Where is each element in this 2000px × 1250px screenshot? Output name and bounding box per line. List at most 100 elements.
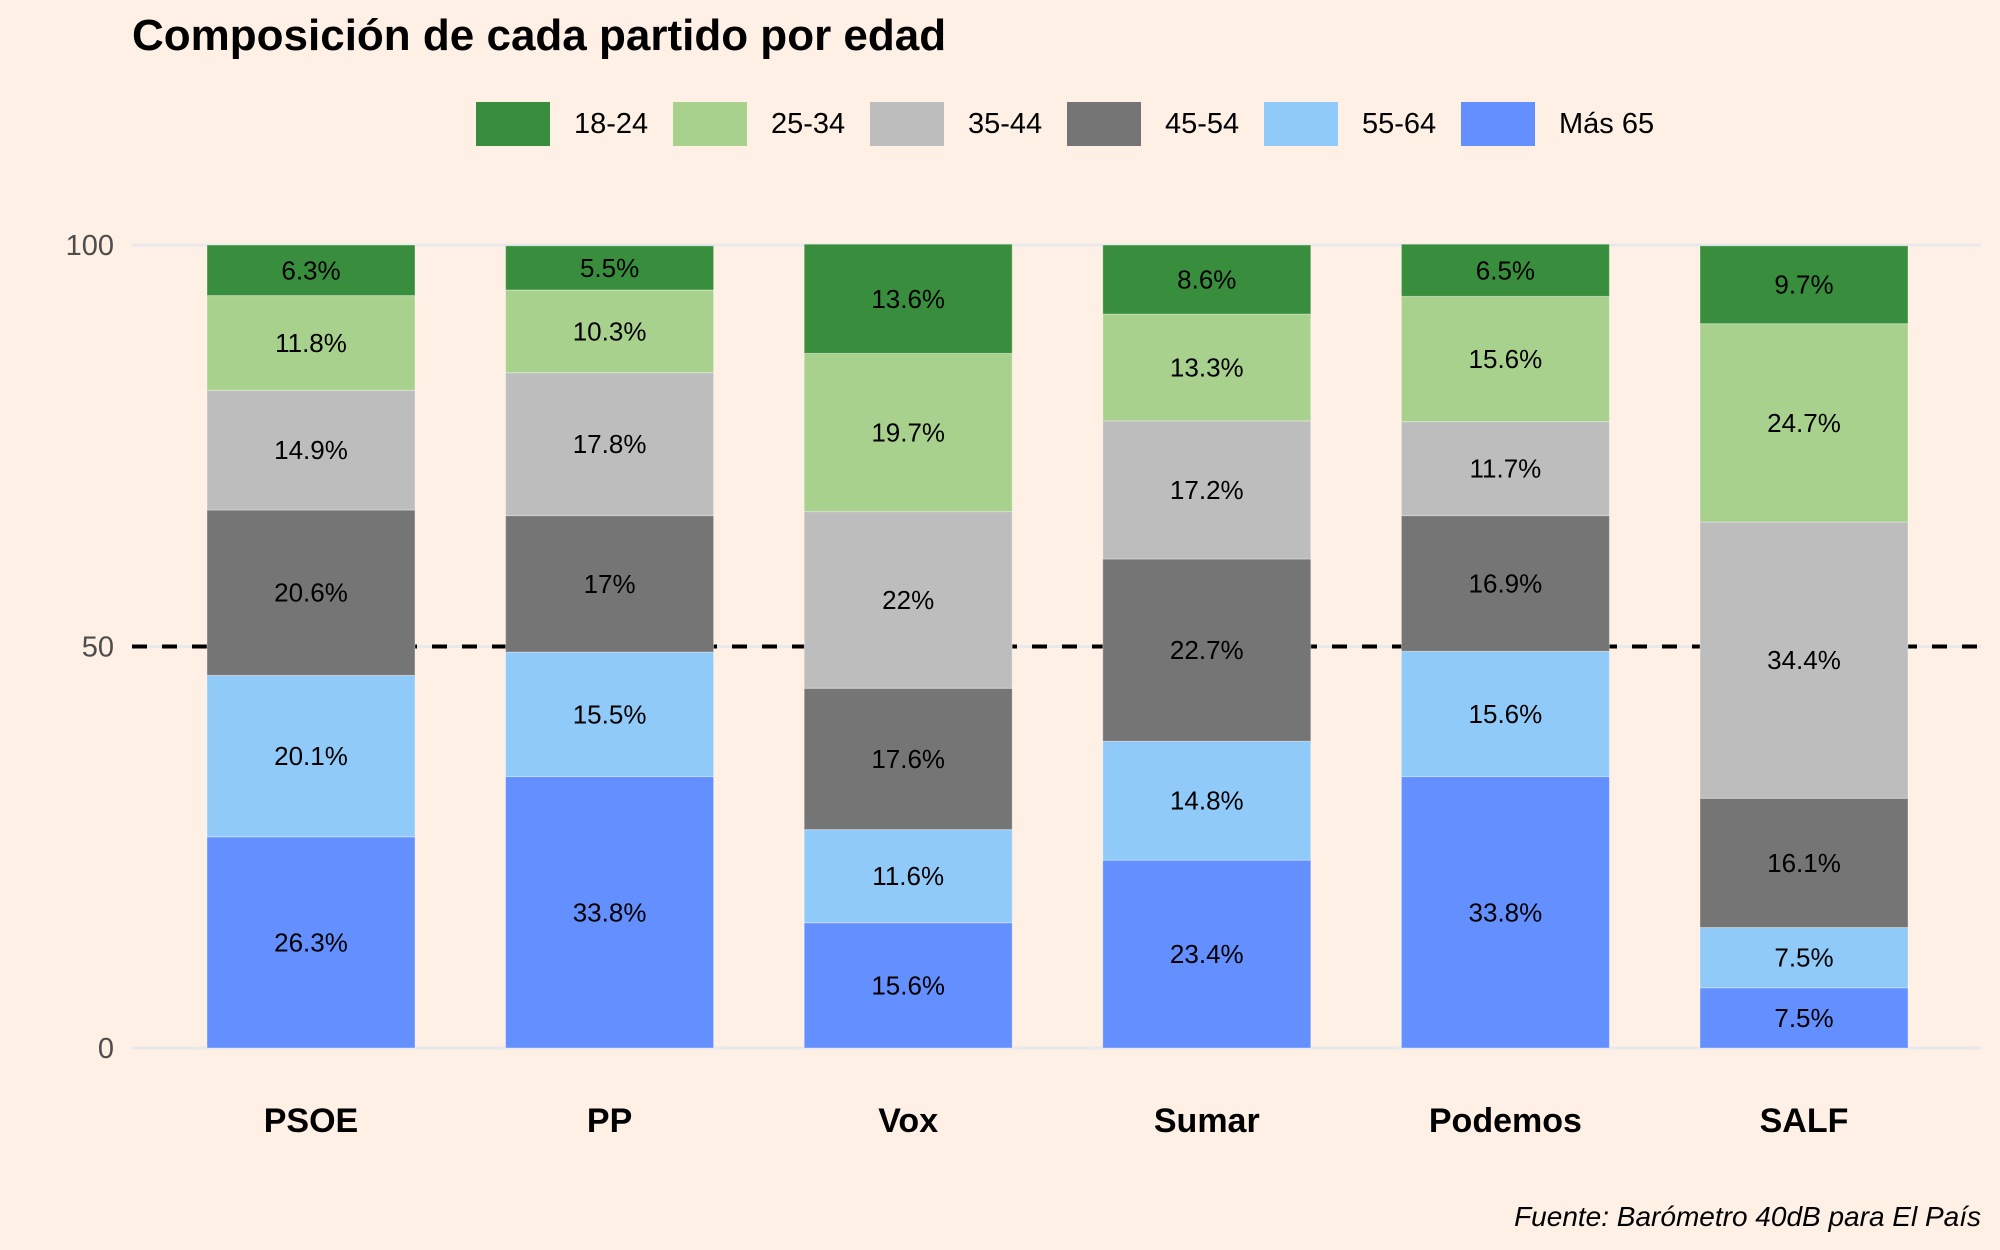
source-caption: Fuente: Barómetro 40dB para El País xyxy=(1514,1201,1981,1232)
bar-segment xyxy=(1400,776,1610,1049)
legend-label: Más 65 xyxy=(1559,108,1655,140)
bar-segment xyxy=(803,511,1013,689)
y-tick-label: 0 xyxy=(98,1033,114,1065)
data-label: 17.8% xyxy=(573,429,647,459)
bar-segment xyxy=(206,244,416,297)
data-label: 7.5% xyxy=(1774,943,1833,973)
y-tick-label: 100 xyxy=(66,230,114,262)
data-label: 17.6% xyxy=(871,744,945,774)
bar-segment xyxy=(1400,295,1610,423)
data-label: 33.8% xyxy=(573,897,647,927)
bar-segment xyxy=(206,674,416,838)
legend-label: 35-44 xyxy=(968,108,1043,140)
bar-segment xyxy=(505,651,715,778)
data-label: 7.5% xyxy=(1774,1003,1833,1033)
bar-segment xyxy=(1699,927,1909,989)
data-label: 34.4% xyxy=(1767,645,1841,675)
bar-segment xyxy=(206,509,416,676)
legend-swatch xyxy=(870,102,944,146)
bar-segment xyxy=(1102,740,1312,861)
data-label: 10.3% xyxy=(573,316,647,346)
bar-segment xyxy=(505,245,715,291)
legend-swatch xyxy=(1461,102,1535,146)
bar-segment xyxy=(1699,987,1909,1049)
bar-segment xyxy=(803,352,1013,513)
x-tick-label: Podemos xyxy=(1429,1102,1582,1140)
data-label: 11.6% xyxy=(872,861,944,891)
x-tick-label: SALF xyxy=(1760,1102,1849,1140)
data-label: 24.7% xyxy=(1767,408,1841,438)
data-label: 11.7% xyxy=(1470,454,1542,484)
data-label: 15.6% xyxy=(1469,344,1543,374)
x-tick-label: Vox xyxy=(878,1102,938,1140)
bar-segment xyxy=(1699,797,1909,929)
bar-segment xyxy=(1102,244,1312,315)
data-label: 15.6% xyxy=(1469,699,1543,729)
bar-segment xyxy=(1400,421,1610,517)
bar-segment xyxy=(1102,313,1312,422)
bar-segment xyxy=(1400,515,1610,652)
data-label: 6.3% xyxy=(281,255,340,285)
bar-segment xyxy=(1400,650,1610,778)
legend: 18-24 25-34 35-44 45-54 55-64 Más 65 xyxy=(0,0,2000,160)
data-label: 14.9% xyxy=(274,435,348,465)
axis-labels: 0 50 100 PSOE PP Vox Sumar Podemos SALF xyxy=(66,230,1849,1140)
bar-segment xyxy=(1102,859,1312,1049)
data-label: 33.8% xyxy=(1469,897,1543,927)
x-tick-label: PP xyxy=(587,1102,632,1140)
bar-segment xyxy=(803,243,1013,354)
bars xyxy=(206,243,1909,1049)
data-label: 26.3% xyxy=(274,927,348,957)
bar-segment xyxy=(803,687,1013,831)
legend-label: 55-64 xyxy=(1362,108,1437,140)
data-label: 6.5% xyxy=(1476,255,1535,285)
data-label: 5.5% xyxy=(580,253,639,283)
legend-swatch xyxy=(673,102,747,146)
data-label: 20.6% xyxy=(274,578,348,608)
data-label: 22% xyxy=(882,585,934,615)
data-label: 9.7% xyxy=(1774,270,1833,300)
data-label: 22.7% xyxy=(1170,635,1244,665)
x-tick-label: PSOE xyxy=(264,1102,358,1140)
data-label: 17% xyxy=(584,569,636,599)
data-labels: 26.3% 20.1% 20.6% 14.9% 11.8% 6.3% 33.8% 15.5% 1… xyxy=(274,253,1841,1033)
legend-label: 25-34 xyxy=(771,108,846,140)
data-label: 11.8% xyxy=(275,328,347,358)
data-label: 16.1% xyxy=(1767,848,1841,878)
bar-segment xyxy=(1699,323,1909,523)
legend-swatch xyxy=(476,102,550,146)
bar-segment xyxy=(505,372,715,517)
bar-segment xyxy=(1699,521,1909,799)
data-label: 16.9% xyxy=(1469,568,1543,598)
y-tick-label: 50 xyxy=(82,632,114,664)
data-label: 15.5% xyxy=(573,699,647,729)
bar-segment xyxy=(1102,420,1312,560)
chart-title: Composición de cada partido por edad xyxy=(132,11,947,60)
data-label: 23.4% xyxy=(1170,939,1244,969)
bar-segment xyxy=(1102,558,1312,742)
bar-segment xyxy=(505,776,715,1049)
bar-segment xyxy=(803,922,1013,1049)
legend-label: 45-54 xyxy=(1165,108,1240,140)
bar-segment xyxy=(1400,243,1610,297)
data-label: 13.3% xyxy=(1170,352,1244,382)
legend-swatch xyxy=(1067,102,1141,146)
data-label: 8.6% xyxy=(1177,265,1236,295)
legend-swatch xyxy=(1264,102,1338,146)
data-label: 17.2% xyxy=(1170,475,1244,505)
data-label: 20.1% xyxy=(274,741,348,771)
data-label: 14.8% xyxy=(1170,786,1244,816)
legend-label: 18-24 xyxy=(574,108,649,140)
bar-segment xyxy=(206,295,416,391)
bar-segment xyxy=(1699,245,1909,325)
bar-segment xyxy=(803,829,1013,924)
data-label: 15.6% xyxy=(871,970,945,1000)
bar-segment xyxy=(505,289,715,374)
bar-segment xyxy=(206,836,416,1049)
bar-segment xyxy=(505,515,715,653)
bar-segment xyxy=(206,389,416,511)
data-label: 13.6% xyxy=(871,284,945,314)
x-tick-label: Sumar xyxy=(1154,1102,1260,1140)
data-label: 19.7% xyxy=(871,418,945,448)
